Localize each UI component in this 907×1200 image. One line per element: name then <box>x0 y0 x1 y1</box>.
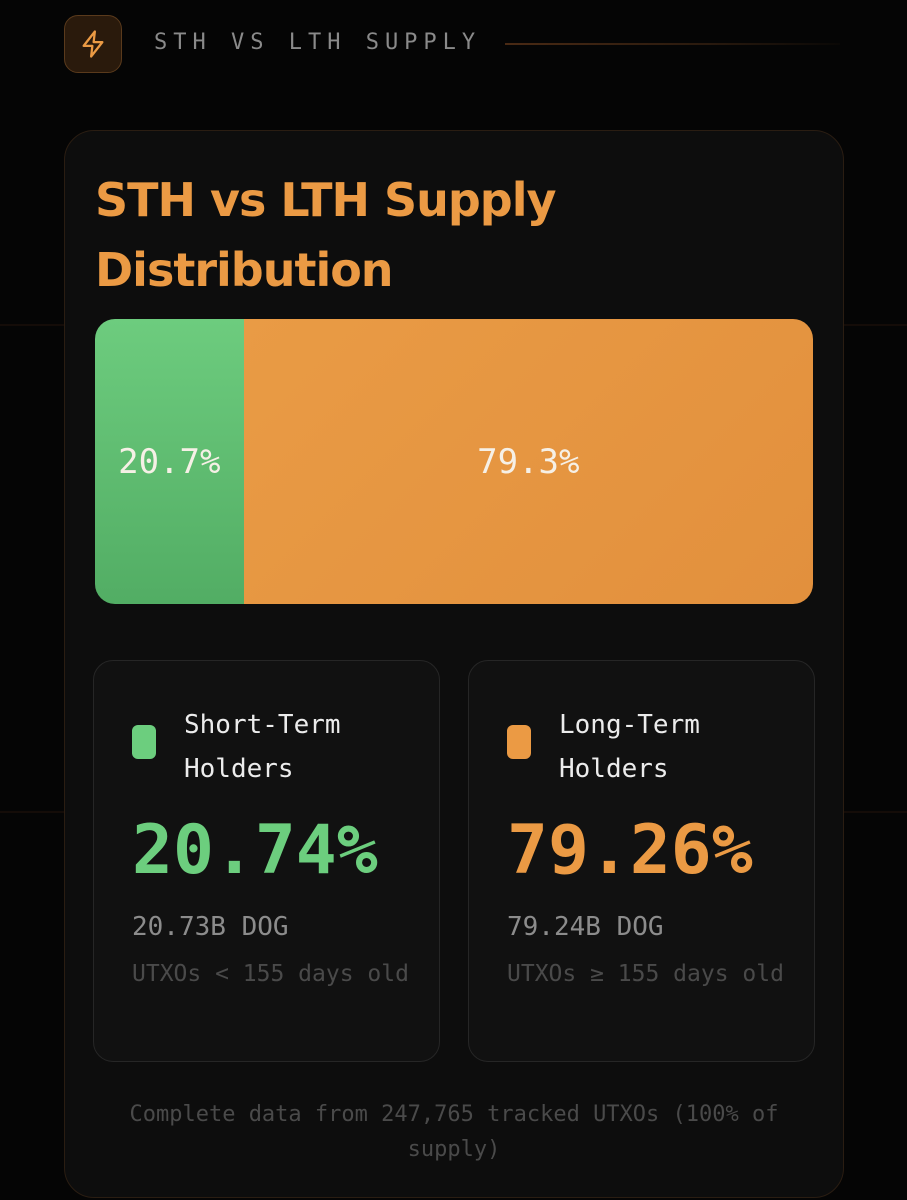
stat-description-sth: UTXOs < 155 days old <box>132 961 409 987</box>
card-title: STH vs LTH Supply Distribution <box>95 173 556 297</box>
stat-label-lth: Long-Term Holders <box>559 710 700 784</box>
stat-percent-lth: 79.26% <box>507 811 753 890</box>
logo-badge[interactable] <box>64 15 122 73</box>
header-title: STH VS LTH SUPPLY <box>154 30 482 55</box>
stat-card-lth: Long-Term Holders 79.26% 79.24B DOG UTXO… <box>468 660 815 1062</box>
bar-label-sth: 20.7% <box>118 441 221 482</box>
data-source-footnote: Complete data from 247,765 tracked UTXOs… <box>129 1102 779 1162</box>
page-header: STH VS LTH SUPPLY <box>0 0 907 90</box>
supply-card: STH vs LTH Supply Distribution 20.7% 79.… <box>64 130 844 1198</box>
stat-amount-lth: 79.24B DOG <box>507 912 664 942</box>
stat-label-sth: Short-Term Holders <box>184 710 341 784</box>
supply-stacked-bar: 20.7% 79.3% <box>95 319 813 604</box>
stat-amount-sth: 20.73B DOG <box>132 912 289 942</box>
bar-segment-sth[interactable]: 20.7% <box>95 319 244 604</box>
lth-color-swatch <box>507 725 531 759</box>
sth-color-swatch <box>132 725 156 759</box>
stat-card-sth: Short-Term Holders 20.74% 20.73B DOG UTX… <box>93 660 440 1062</box>
header-divider <box>505 43 840 45</box>
bar-segment-lth[interactable]: 79.3% <box>243 319 813 604</box>
stat-description-lth: UTXOs ≥ 155 days old <box>507 961 784 987</box>
stat-percent-sth: 20.74% <box>132 811 378 890</box>
bar-label-lth: 79.3% <box>477 441 580 482</box>
lightning-icon <box>82 30 104 58</box>
